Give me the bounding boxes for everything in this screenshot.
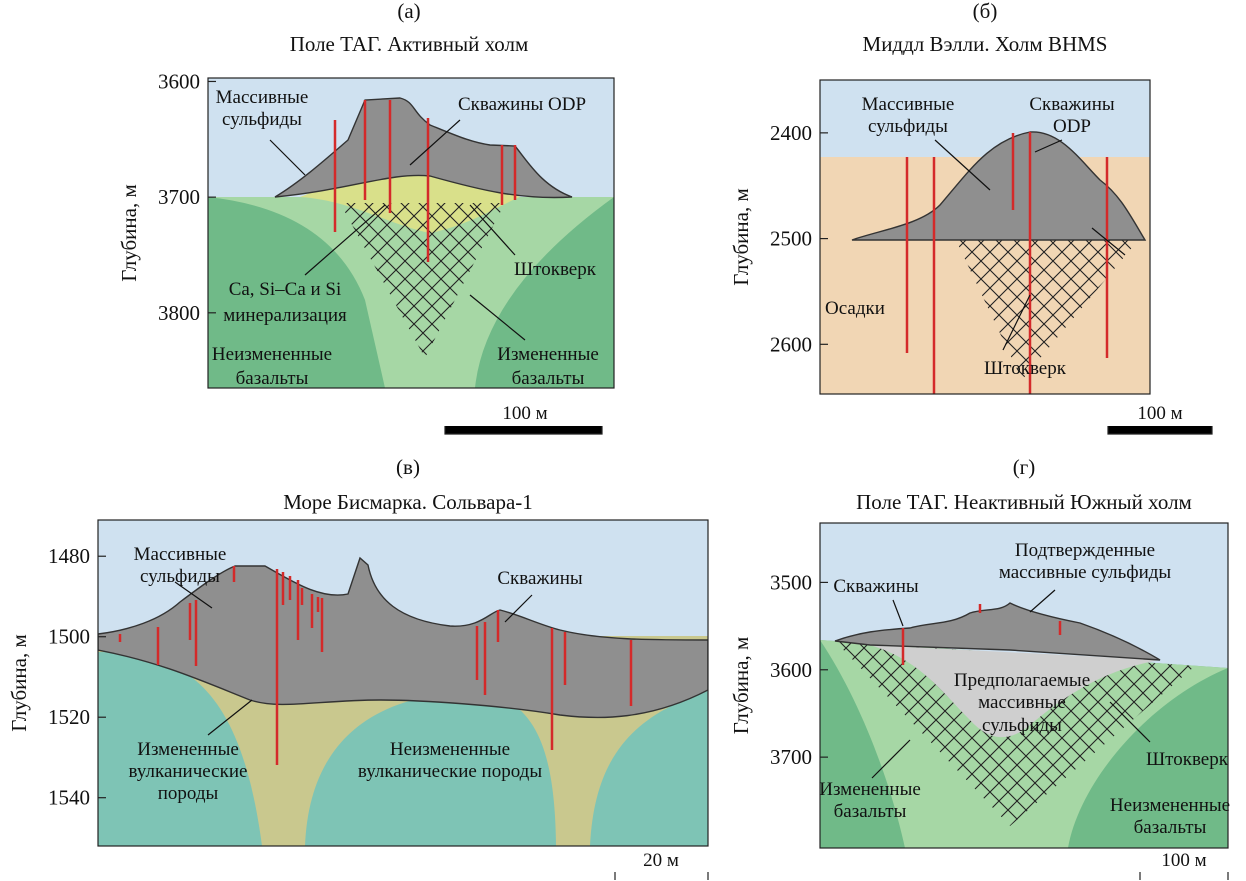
y-tick-label: 1480 <box>48 544 90 568</box>
panel-letter: (г) <box>1013 455 1036 479</box>
label: Измененные <box>497 344 599 365</box>
panel-letter: (а) <box>397 0 420 23</box>
label: Массивные <box>216 87 309 108</box>
y-tick-label: 3800 <box>158 301 200 325</box>
panel-title: Миддл Вэлли. Холм BHMS <box>863 32 1108 56</box>
scale-label: 100 м <box>1137 403 1182 424</box>
label: Штокверк <box>514 259 597 280</box>
label: вулканические породы <box>358 761 542 782</box>
label: Подтвержденные <box>1015 540 1155 561</box>
label: сульфиды <box>140 566 220 587</box>
y-tick-label: 2400 <box>770 121 812 145</box>
scale-label: 20 м <box>643 850 679 871</box>
panel-title: Море Бисмарка. Сольвара-1 <box>283 490 533 514</box>
label: Скважины <box>833 576 919 597</box>
label: Осадки <box>825 298 885 319</box>
panel-letter: (б) <box>973 0 998 23</box>
panel-b: Массивные сульфиды Скважины ODP Осадки Ш… <box>820 80 1212 434</box>
y-axis-label: Глубина, м <box>7 634 31 732</box>
y-tick-label: 1520 <box>48 705 90 729</box>
panel-letter: (в) <box>396 455 420 479</box>
label: ODP <box>1053 116 1091 137</box>
label: Измененные <box>137 739 239 760</box>
panel-c: Массивные сульфиды Скважины Измененные в… <box>98 520 708 880</box>
label: Массивные <box>862 94 955 115</box>
label: сульфиды <box>222 109 302 130</box>
y-tick-label: 3700 <box>770 745 812 769</box>
panel-title: Поле ТАГ. Активный холм <box>290 32 529 56</box>
panel-d: Скважины Подтвержденные массивные сульфи… <box>819 523 1230 880</box>
label: Измененные <box>819 779 921 800</box>
scale-label: 100 м <box>502 403 547 424</box>
label: Неизмененные <box>1110 795 1230 816</box>
label: базальты <box>512 368 585 389</box>
label: Массивные <box>134 544 227 565</box>
label: Неизмененные <box>390 739 510 760</box>
y-tick-label: 3600 <box>158 69 200 93</box>
y-tick-label: 3700 <box>158 185 200 209</box>
label: Неизмененные <box>212 344 332 365</box>
label: сульфиды <box>982 715 1062 736</box>
label: базальты <box>236 368 309 389</box>
y-tick-label: 3500 <box>770 570 812 594</box>
label: базальты <box>1134 817 1207 838</box>
scale-label: 100 м <box>1161 850 1206 871</box>
y-axis-label: Глубина, м <box>117 184 141 282</box>
y-axis-label: Глубина, м <box>729 637 753 735</box>
label: вулканические <box>129 761 248 782</box>
label: массивные сульфиды <box>999 562 1172 583</box>
panel-title: Поле ТАГ. Неактивный Южный холм <box>856 490 1192 514</box>
y-axis-label: Глубина, м <box>729 188 753 286</box>
panel-a: Массивные сульфиды Скважины ODP Ca, Si–C… <box>208 78 614 434</box>
y-tick-label: 3600 <box>770 658 812 682</box>
label: массивные <box>978 692 1066 713</box>
label: сульфиды <box>868 116 948 137</box>
label: Предполагаемые <box>954 670 1090 691</box>
y-tick-label: 2500 <box>770 227 812 251</box>
y-tick-label: 1500 <box>48 625 90 649</box>
figure: Массивные сульфиды Скважины ODP Ca, Si–C… <box>0 0 1246 881</box>
label: Скважины <box>497 568 583 589</box>
label: базальты <box>834 801 907 822</box>
label: породы <box>158 783 219 804</box>
label: минерализация <box>223 305 347 326</box>
label: Ca, Si–Ca и Si <box>229 279 342 300</box>
label: Скважины <box>1029 94 1115 115</box>
label: Штокверк <box>1146 749 1229 770</box>
y-tick-label: 2600 <box>770 332 812 356</box>
label: Штокверк <box>984 358 1067 379</box>
label: Скважины ODP <box>458 94 586 115</box>
y-tick-label: 1540 <box>48 786 90 810</box>
